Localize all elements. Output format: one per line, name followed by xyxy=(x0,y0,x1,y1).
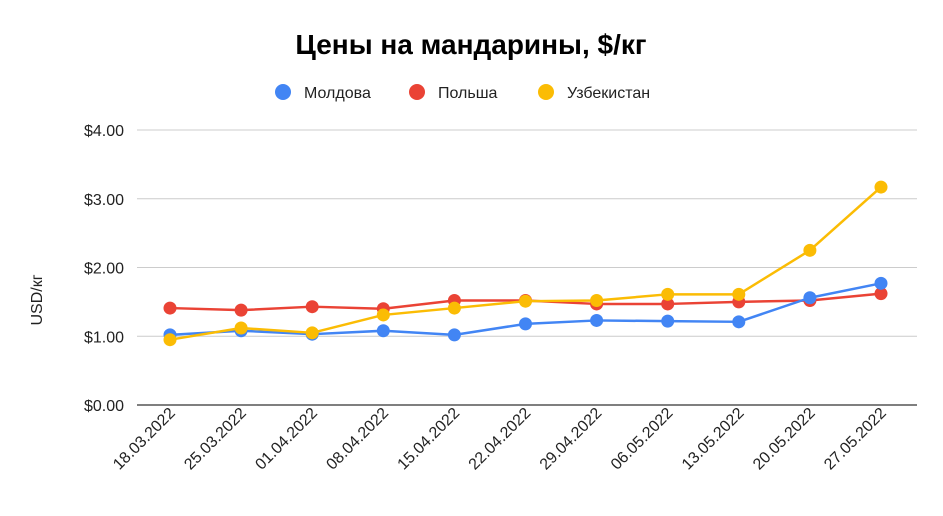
data-point xyxy=(519,294,532,308)
series-group xyxy=(163,180,888,347)
x-tick-label: 01.04.2022 xyxy=(252,405,321,474)
data-point xyxy=(661,314,675,328)
x-tick-label: 27.05.2022 xyxy=(821,405,890,474)
data-point xyxy=(305,326,319,340)
legend-marker xyxy=(538,84,554,100)
x-axis: 18.03.2022 25.03.2022 01.04.2022 08.04.2022… xyxy=(110,405,890,474)
data-point xyxy=(590,313,604,327)
x-tick-label: 06.05.2022 xyxy=(608,405,677,474)
data-point xyxy=(234,303,248,317)
legend-label: Молдова xyxy=(304,85,371,102)
x-tick-label: 25.03.2022 xyxy=(181,405,250,474)
data-point xyxy=(803,291,817,305)
y-tick-label: $2.00 xyxy=(84,261,124,278)
y-tick-label: $4.00 xyxy=(84,123,124,140)
data-point xyxy=(874,180,888,194)
legend-marker xyxy=(409,84,425,100)
y-tick-label: $3.00 xyxy=(84,192,124,209)
legend-label: Узбекистан xyxy=(567,85,650,102)
data-point xyxy=(163,333,177,347)
legend: Молдова Польша Узбекистан xyxy=(275,84,650,102)
grid-lines xyxy=(137,129,917,406)
legend-label: Польша xyxy=(438,85,498,102)
data-point xyxy=(661,297,675,311)
data-point xyxy=(732,287,746,301)
legend-marker xyxy=(275,84,291,100)
data-point xyxy=(519,317,532,331)
data-point xyxy=(732,315,746,329)
x-tick-label: 22.04.2022 xyxy=(466,405,535,474)
x-tick-label: 13.05.2022 xyxy=(679,405,748,474)
data-point xyxy=(376,324,390,338)
data-point xyxy=(874,287,888,301)
data-point xyxy=(590,294,604,307)
x-tick-label: 15.04.2022 xyxy=(395,405,464,474)
data-point xyxy=(661,287,675,301)
x-tick-label: 18.03.2022 xyxy=(110,405,179,474)
data-point xyxy=(447,301,461,315)
data-point xyxy=(447,328,461,342)
y-tick-label: $0.00 xyxy=(84,398,124,415)
x-tick-label: 08.04.2022 xyxy=(323,405,392,474)
y-axis: $0.00 $1.00 $2.00 $3.00 $4.00 xyxy=(84,123,124,415)
data-point xyxy=(305,300,319,314)
legend-item: Узбекистан xyxy=(538,84,650,102)
data-point xyxy=(376,308,390,322)
data-point xyxy=(803,243,817,257)
series-line xyxy=(169,186,882,341)
data-point xyxy=(234,321,248,335)
legend-item: Молдова xyxy=(275,84,371,102)
data-point xyxy=(874,276,888,290)
x-tick-label: 20.05.2022 xyxy=(750,405,819,474)
series-Узбекистан xyxy=(163,180,888,347)
data-point xyxy=(163,301,177,315)
legend-item: Польша xyxy=(409,84,498,102)
chart-title: Цены на мандарины, $/кг xyxy=(295,29,646,60)
y-tick-label: $1.00 xyxy=(84,329,124,346)
x-tick-label: 29.04.2022 xyxy=(537,405,606,474)
y-axis-label: USD/кг xyxy=(29,274,46,325)
